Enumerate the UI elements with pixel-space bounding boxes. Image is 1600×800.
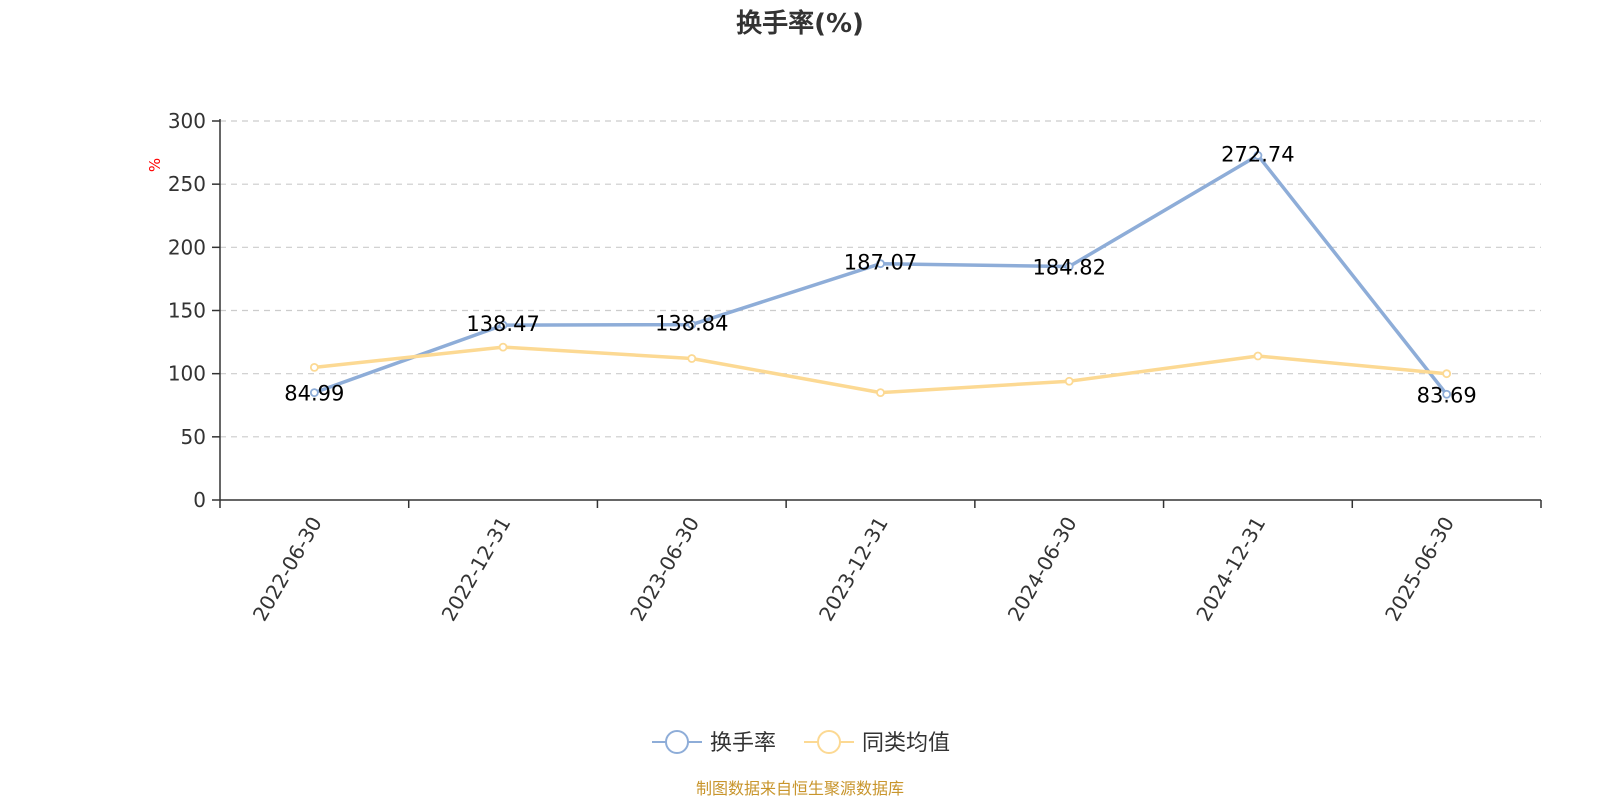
data-point	[309, 388, 319, 398]
data-label: 138.84	[655, 312, 728, 336]
x-tick-label: 2024-12-31	[1191, 513, 1270, 626]
legend-marker	[817, 730, 841, 754]
data-label: 272.74	[1221, 142, 1294, 166]
series-2	[309, 342, 1452, 398]
data-labels: 84.99 138.47 138.84 187.07 184.82 272.74 83.69	[284, 142, 1476, 407]
chart-title: 换手率(%)	[736, 8, 864, 39]
axes: 0 50 100 150 200 250 300 2022-06-30 2022-12-31 20…	[168, 109, 1542, 626]
gridlines	[220, 120, 1541, 438]
data-label: 187.07	[844, 251, 917, 275]
series-layer	[309, 151, 1452, 399]
data-point	[876, 388, 885, 398]
data-label: 83.69	[1417, 383, 1477, 407]
y-tick-label: 0	[193, 488, 206, 512]
legend-item-2: 同类均值	[804, 730, 950, 756]
data-point	[687, 354, 697, 363]
series-line	[314, 345, 1447, 395]
y-tick-label: 200	[168, 235, 206, 259]
series-1	[309, 151, 1452, 399]
x-tick-label: 2023-06-30	[625, 513, 704, 626]
legend-marker	[665, 730, 689, 754]
data-label: 184.82	[1032, 256, 1105, 280]
data-point	[498, 320, 508, 330]
legend-label: 换手率	[710, 731, 776, 756]
y-tick-label: 100	[168, 362, 206, 386]
x-tick-label: 2024-06-30	[1003, 513, 1082, 626]
data-point	[1064, 262, 1074, 271]
data-point	[1253, 151, 1263, 160]
x-tick-label: 2025-06-30	[1380, 513, 1459, 626]
legend-label: 同类均值	[862, 731, 950, 756]
data-point	[309, 362, 319, 372]
data-label: 138.47	[466, 312, 539, 336]
y-tick-label: 50	[181, 425, 206, 449]
y-tick-label: 250	[168, 172, 206, 196]
data-source-note: 制图数据来自恒生聚源数据库	[696, 779, 904, 798]
data-label: 84.99	[284, 382, 344, 406]
data-point	[876, 259, 885, 269]
legend-item-1: 换手率	[652, 730, 776, 756]
x-tick-label: 2023-12-31	[814, 513, 893, 626]
data-point	[1442, 389, 1452, 399]
x-tick-label: 2022-12-31	[436, 513, 515, 626]
legend: 换手率 同类均值	[652, 730, 950, 756]
data-point	[687, 320, 697, 329]
y-axis-unit-label: %	[146, 158, 164, 172]
y-tick-label: 300	[168, 109, 206, 133]
y-tick-label: 150	[168, 299, 206, 323]
x-tick-label: 2022-06-30	[248, 513, 327, 626]
data-point	[1253, 351, 1263, 361]
data-point	[498, 342, 508, 352]
data-point	[1442, 369, 1452, 379]
data-point	[1064, 376, 1074, 386]
